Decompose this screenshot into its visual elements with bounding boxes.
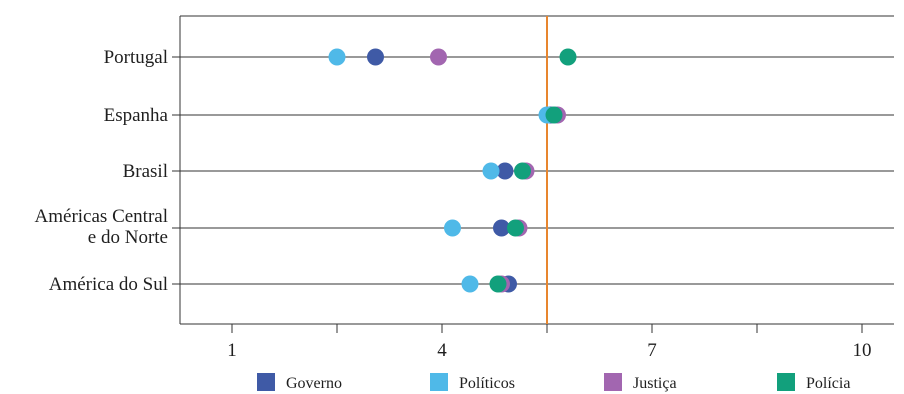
legend-swatch (604, 373, 622, 391)
legend-label: Justiça (633, 375, 677, 392)
point-polícia (559, 48, 577, 66)
point-políticos (444, 219, 461, 237)
point-polícia (507, 219, 524, 237)
legend: Governo Políticos Justiça Polícia (257, 373, 850, 392)
category-label: Portugal (104, 47, 168, 68)
category-labels: Portugal Espanha Brasil Américas Central e d… (35, 47, 169, 295)
point-governo (496, 162, 514, 180)
data-points (328, 48, 577, 293)
legend-label: Governo (286, 375, 342, 392)
legend-swatch (430, 373, 448, 391)
point-polícia (545, 106, 563, 124)
point-políticos (461, 275, 479, 293)
point-polícia (514, 162, 531, 180)
legend-swatch (257, 373, 275, 391)
point-governo (493, 219, 510, 237)
category-label: América do Sul (49, 274, 168, 295)
point-políticos (328, 48, 346, 66)
point-governo (367, 48, 384, 66)
category-label: Américas Central e do Norte (35, 206, 168, 248)
category-label-line: Américas Central (35, 206, 168, 227)
legend-label: Polícia (806, 375, 850, 392)
category-label-line: e do Norte (88, 227, 168, 248)
axes (172, 15, 894, 333)
point-justiça (430, 48, 447, 66)
x-tick-label: 10 (853, 340, 872, 361)
x-tick-label: 7 (647, 340, 657, 361)
legend-label: Políticos (459, 375, 515, 392)
x-tick-label: 1 (227, 340, 237, 361)
category-label: Espanha (104, 105, 169, 126)
legend-swatch (777, 373, 795, 391)
category-label: Brasil (123, 161, 168, 182)
point-políticos (482, 162, 500, 180)
point-polícia (489, 275, 507, 293)
x-tick-label: 4 (437, 340, 447, 361)
x-tick-labels: 1 4 7 10 (227, 340, 871, 361)
category-gridlines (180, 56, 894, 285)
